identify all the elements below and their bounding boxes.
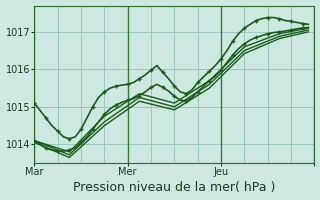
X-axis label: Pression niveau de la mer( hPa ): Pression niveau de la mer( hPa ) — [73, 181, 276, 194]
